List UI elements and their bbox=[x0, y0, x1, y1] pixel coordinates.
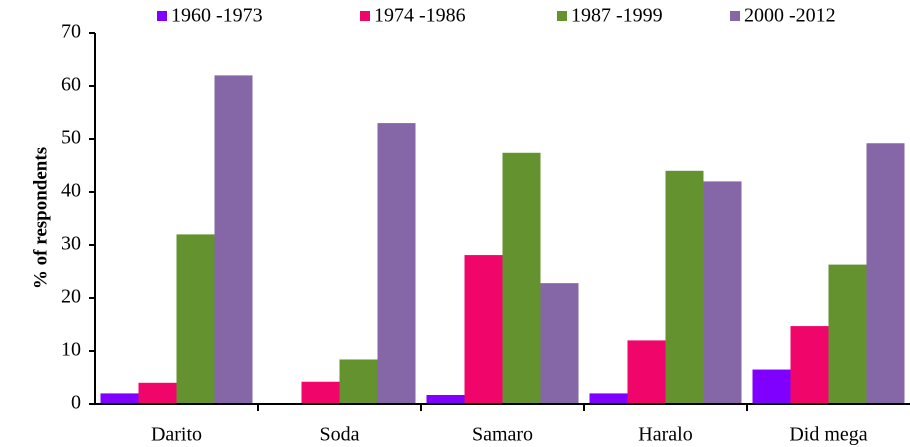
legend-label: 1960 -1973 bbox=[171, 5, 263, 27]
legend-swatch bbox=[557, 11, 567, 21]
bar bbox=[627, 340, 666, 404]
legend-label: 2000 -2012 bbox=[744, 5, 836, 27]
legend-swatch bbox=[730, 11, 740, 21]
bar bbox=[665, 170, 704, 404]
y-tick-label: 30 bbox=[61, 233, 81, 255]
legend-label: 1987 -1999 bbox=[571, 5, 663, 27]
bar bbox=[502, 152, 541, 404]
bar bbox=[540, 283, 579, 404]
y-tick-label: 50 bbox=[61, 127, 81, 149]
bar bbox=[790, 326, 829, 404]
bar bbox=[138, 382, 177, 404]
bar bbox=[464, 255, 503, 404]
legend-swatch bbox=[360, 11, 370, 21]
legend-label: 1974 -1986 bbox=[374, 5, 466, 27]
y-axis-label: % of respondents bbox=[30, 147, 51, 289]
y-tick-label: 10 bbox=[61, 339, 81, 361]
y-tick-label: 20 bbox=[61, 286, 81, 308]
y-tick-label: 40 bbox=[61, 180, 81, 202]
x-tick-label: Did mega bbox=[789, 424, 867, 446]
bar bbox=[214, 75, 253, 405]
bar bbox=[703, 181, 742, 404]
bar bbox=[589, 393, 628, 404]
bar bbox=[866, 143, 905, 405]
legend-swatch bbox=[157, 11, 167, 21]
x-tick-label: Darito bbox=[151, 424, 202, 446]
bar bbox=[828, 264, 867, 404]
x-tick-label: Haralo bbox=[638, 424, 692, 446]
bar bbox=[752, 369, 791, 404]
bar bbox=[377, 123, 416, 404]
y-tick-label: 60 bbox=[61, 74, 81, 96]
bar bbox=[176, 234, 215, 404]
bar bbox=[301, 381, 340, 404]
bar bbox=[426, 394, 465, 404]
x-tick-label: Soda bbox=[320, 424, 360, 446]
y-tick-label: 0 bbox=[71, 392, 81, 414]
bar bbox=[339, 359, 378, 404]
bar bbox=[100, 393, 139, 404]
y-tick-label: 70 bbox=[61, 21, 81, 43]
x-tick-label: Samaro bbox=[472, 424, 533, 446]
